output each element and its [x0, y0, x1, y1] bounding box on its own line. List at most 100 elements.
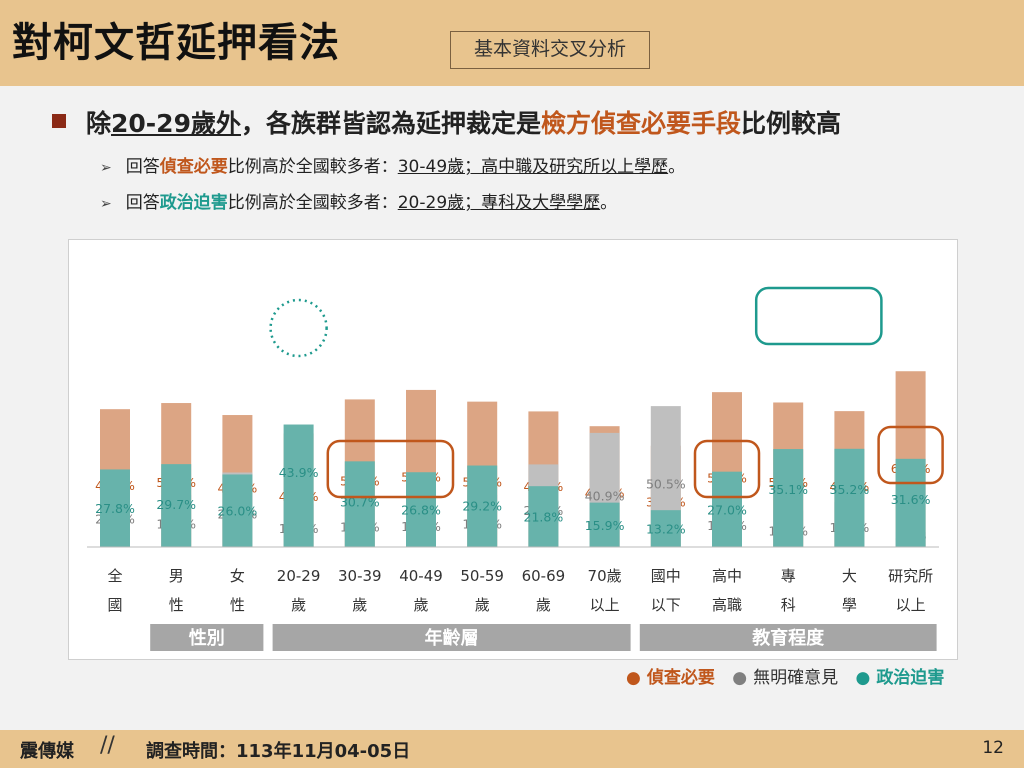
category-label: 研究所: [888, 567, 933, 585]
chart-frame: 49.4%22.8%27.8%全國51.6%18.7%29.7%男性47.3%2…: [68, 239, 958, 660]
data-label: 27.8%: [95, 501, 135, 516]
bullet-mid: 比例高於全國較多者：: [227, 157, 398, 177]
data-label: 27.0%: [707, 502, 747, 517]
bullet-political: ➢ 回答政治迫害比例高於全國較多者：20-29歲；專科及大學學歷。: [100, 188, 617, 213]
header-bar: 對柯文哲延押看法 基本資料交叉分析: [0, 0, 1024, 86]
bullet-mid: 比例高於全國較多者：: [227, 193, 398, 213]
category-label: 高中: [712, 567, 742, 585]
footer-bar: 震傳媒 // 調查時間：113年11月04-05日 12: [0, 730, 1024, 768]
brand-name: 震傳媒: [20, 741, 74, 762]
group-band: [639, 624, 937, 651]
page-title: 對柯文哲延押看法: [12, 20, 340, 66]
category-label: 20-29: [277, 567, 321, 585]
headline-post: 比例較高: [741, 109, 842, 138]
group-label: 性別: [189, 627, 225, 649]
category-label: 學: [842, 596, 857, 614]
bullet-pre: 回答: [125, 193, 160, 213]
bar-segment: [406, 472, 436, 547]
headline-mid: ，各族群皆認為延押裁定是: [240, 109, 541, 138]
highlight-box-college: [754, 286, 883, 346]
bullet-detail: 30-49歲；高中職及研究所以上學歷: [397, 157, 669, 177]
category-label: 大: [842, 567, 857, 585]
group-band: [272, 624, 631, 651]
bar-segment: [589, 502, 620, 547]
category-label: 高職: [712, 596, 742, 614]
category-label: 女: [230, 567, 245, 585]
data-label: 40.9%: [585, 489, 625, 504]
data-label: 35.1%: [768, 482, 808, 497]
legend-label: 無明確意見: [753, 668, 839, 688]
bar-segment: [834, 448, 865, 547]
bar-segment: [344, 461, 375, 547]
bar-segment: [895, 458, 926, 547]
dot-icon: ●: [626, 668, 641, 688]
legend-label: 偵查必要: [646, 668, 715, 688]
category-label: 全: [107, 567, 122, 585]
data-label: 15.9%: [585, 518, 625, 533]
bar-segment: [100, 469, 130, 547]
dot-icon: ●: [732, 668, 748, 688]
bar-segment: [773, 449, 804, 547]
category-label: 國中: [651, 567, 681, 585]
category-label: 性: [230, 596, 245, 614]
category-label: 歲: [475, 596, 490, 614]
highlight-box-high-school: [693, 439, 761, 499]
bar-segment: [467, 465, 498, 547]
bar-segment: [528, 486, 559, 547]
data-label: 35.2%: [830, 482, 870, 497]
headline-pre: 除: [86, 109, 112, 138]
category-label: 50-59: [460, 567, 504, 585]
data-label: 31.6%: [891, 492, 931, 507]
category-label: 40-49: [399, 567, 443, 585]
category-label: 70歲: [588, 567, 622, 585]
double-slash-icon: //: [100, 733, 115, 758]
bullet-key: 偵查必要: [159, 157, 228, 177]
legend: ● 偵查必要 ● 無明確意見 ● 政治迫害: [626, 663, 956, 688]
data-label: 26.0%: [218, 504, 258, 519]
bullet-post: 。: [600, 193, 618, 213]
legend-item-political: ● 政治迫害: [856, 668, 951, 688]
data-label: 29.2%: [462, 499, 502, 514]
headline: 除20-29歲外，各族群皆認為延押裁定是檢方偵查必要手段比例較高: [86, 104, 841, 140]
category-label: 性: [169, 596, 184, 614]
bar-segment: [712, 471, 742, 547]
arrow-bullet-icon: ➢: [100, 160, 112, 176]
category-label: 60-69: [522, 567, 566, 585]
bar-segment: [650, 510, 681, 547]
category-label: 國: [107, 596, 122, 614]
arrow-bullet-icon: ➢: [100, 196, 112, 212]
group-band: [150, 624, 264, 651]
category-label: 以上: [590, 596, 620, 614]
category-label: 歲: [291, 596, 306, 614]
data-label: 13.2%: [646, 522, 686, 537]
highlight-box-graduate: [877, 425, 944, 485]
data-label: 21.8%: [524, 510, 564, 525]
bullet-key: 政治迫害: [159, 193, 228, 213]
category-label: 以上: [896, 596, 926, 614]
headline-underlined: 20-29歲外: [111, 109, 241, 138]
data-label: 43.9%: [279, 465, 319, 480]
bullet-post: 。: [668, 157, 686, 177]
square-bullet-icon: [52, 114, 66, 128]
highlight-box-30-49: [326, 439, 455, 499]
survey-date: 調查時間：113年11月04-05日: [146, 741, 411, 762]
category-label: 30-39: [338, 567, 382, 585]
data-label: 50.5%: [646, 477, 686, 492]
bar-segment: [222, 474, 253, 547]
category-label: 以下: [651, 596, 681, 614]
legend-label: 政治迫害: [876, 668, 945, 688]
page-number: 12: [982, 738, 1004, 758]
highlight-circle-20-29: [269, 298, 328, 358]
bullet-detail: 20-29歲；專科及大學學歷: [397, 193, 601, 213]
group-label: 教育程度: [752, 627, 825, 649]
headline-highlight: 檢方偵查必要手段: [541, 109, 742, 138]
legend-item-investigation: ● 偵查必要: [626, 668, 721, 688]
stacked-bar-chart: 49.4%22.8%27.8%全國51.6%18.7%29.7%男性47.3%2…: [87, 286, 944, 651]
bullet-pre: 回答: [125, 157, 160, 177]
category-label: 專: [781, 567, 796, 585]
subtitle-box: 基本資料交叉分析: [450, 31, 650, 69]
bullet-investigation: ➢ 回答偵查必要比例高於全國較多者：30-49歲；高中職及研究所以上學歷。: [100, 152, 685, 177]
data-label: 26.8%: [401, 503, 441, 518]
category-label: 歲: [352, 596, 367, 614]
legend-item-no-opinion: ● 無明確意見: [732, 668, 844, 688]
